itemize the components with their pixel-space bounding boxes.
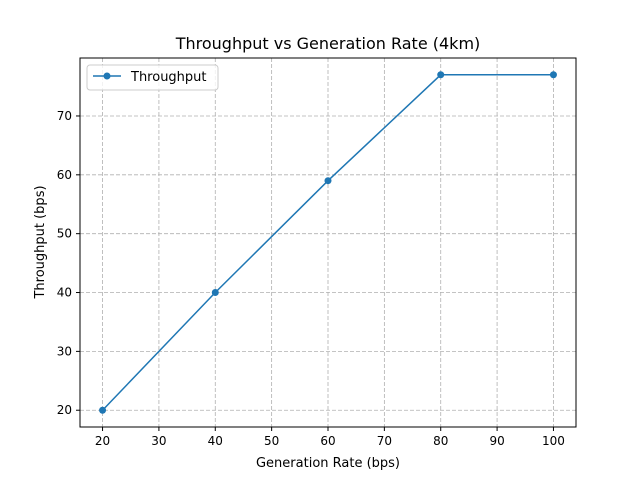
chart-title: Throughput vs Generation Rate (4km): [175, 34, 481, 53]
y-tick-label: 60: [57, 168, 72, 182]
y-tick-label: 70: [57, 109, 72, 123]
series-layer: [99, 71, 557, 414]
x-tick-label: 40: [208, 434, 223, 448]
ticks: 20 30 40 50 60 70 80 90 100 20 30 40 50 60 70: [57, 109, 565, 448]
y-tick-label: 40: [57, 286, 72, 300]
y-tick-label: 50: [57, 227, 72, 241]
data-point: [437, 71, 445, 79]
data-point: [324, 177, 332, 185]
y-tick-label: 20: [57, 403, 72, 417]
y-axis-label: Throughput (bps): [33, 185, 48, 299]
data-point: [211, 289, 219, 297]
x-tick-label: 100: [542, 434, 565, 448]
x-tick-label: 90: [489, 434, 504, 448]
x-tick-label: 30: [151, 434, 166, 448]
x-axis-label: Generation Rate (bps): [256, 456, 400, 471]
x-tick-label: 80: [433, 434, 448, 448]
legend-marker: [103, 72, 111, 80]
data-point: [549, 71, 557, 79]
x-tick-label: 70: [377, 434, 392, 448]
data-point: [99, 406, 107, 414]
x-tick-label: 50: [264, 434, 279, 448]
y-tick-label: 30: [57, 344, 72, 358]
x-tick-label: 60: [320, 434, 335, 448]
legend-label: Throughput: [130, 70, 207, 85]
legend: Throughput: [86, 64, 219, 91]
grid: [80, 58, 576, 427]
x-tick-label: 20: [95, 434, 110, 448]
